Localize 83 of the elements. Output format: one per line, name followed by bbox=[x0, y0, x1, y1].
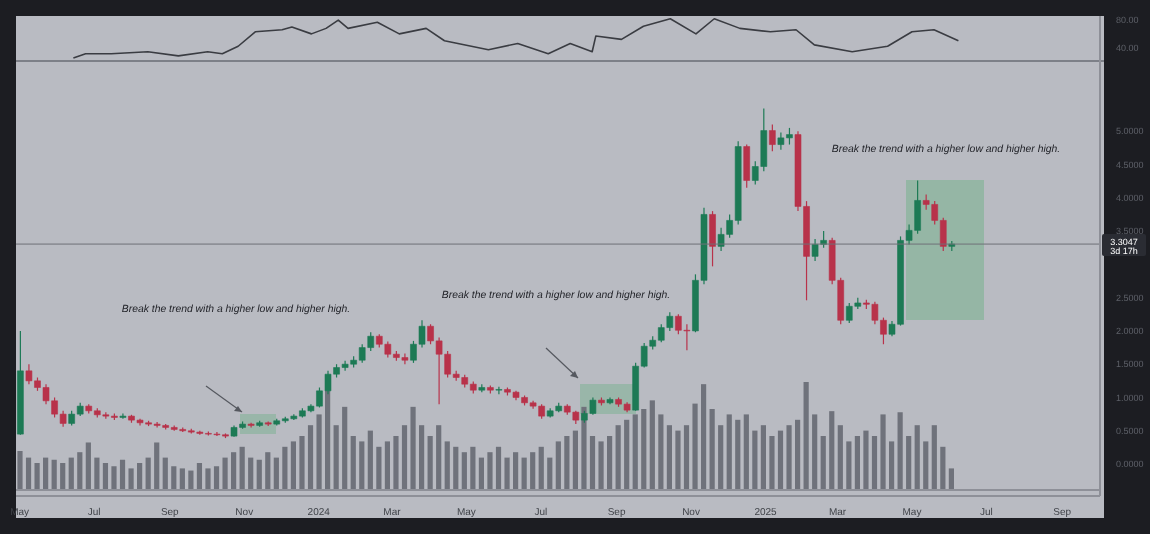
bar bbox=[598, 441, 604, 490]
bar bbox=[666, 425, 673, 490]
bar bbox=[128, 468, 134, 490]
bar bbox=[649, 400, 655, 490]
bar bbox=[760, 425, 767, 490]
bar bbox=[290, 441, 297, 490]
bar bbox=[17, 451, 23, 490]
bar bbox=[641, 409, 647, 490]
bar bbox=[803, 382, 809, 490]
bar bbox=[179, 468, 185, 490]
bar bbox=[675, 430, 681, 490]
bar bbox=[794, 419, 801, 490]
bar bbox=[777, 430, 784, 490]
bar bbox=[367, 430, 373, 490]
bar bbox=[213, 466, 220, 490]
candlestick bbox=[811, 238, 819, 262]
bar bbox=[239, 446, 245, 490]
bar bbox=[350, 436, 356, 490]
bar bbox=[478, 457, 485, 490]
bar bbox=[119, 459, 126, 490]
bar bbox=[897, 412, 903, 490]
bar bbox=[154, 442, 160, 490]
candlestick bbox=[709, 210, 716, 267]
bar bbox=[196, 463, 203, 490]
bar bbox=[786, 425, 792, 490]
bar bbox=[521, 457, 527, 490]
line-series bbox=[72, 17, 960, 59]
bar bbox=[410, 406, 416, 490]
bar bbox=[615, 425, 621, 490]
bar bbox=[25, 457, 32, 490]
bar bbox=[85, 442, 91, 490]
bar bbox=[436, 425, 442, 490]
bar bbox=[914, 425, 920, 490]
candlestick bbox=[25, 363, 33, 385]
bar bbox=[265, 452, 271, 490]
bar bbox=[863, 430, 869, 490]
bar bbox=[735, 419, 741, 490]
bar bbox=[162, 457, 168, 490]
bar bbox=[222, 457, 228, 490]
candlestick bbox=[401, 352, 409, 365]
bar bbox=[256, 459, 262, 490]
bar bbox=[171, 466, 177, 490]
bar bbox=[111, 466, 117, 490]
bar bbox=[342, 406, 348, 490]
candlestick bbox=[743, 143, 751, 189]
bar bbox=[880, 414, 886, 490]
bar bbox=[34, 463, 40, 490]
bar bbox=[384, 441, 391, 490]
candlestick bbox=[845, 302, 853, 324]
bar bbox=[624, 419, 630, 490]
bar bbox=[837, 425, 843, 490]
bar bbox=[700, 384, 707, 490]
bar bbox=[530, 452, 536, 490]
candlestick bbox=[341, 360, 349, 372]
candlestick bbox=[119, 412, 127, 420]
bar bbox=[60, 463, 66, 490]
bar bbox=[68, 457, 74, 490]
candlestick bbox=[495, 386, 503, 395]
bar bbox=[743, 414, 749, 490]
bar bbox=[632, 414, 638, 490]
bar bbox=[359, 441, 365, 490]
bar bbox=[564, 436, 570, 490]
bar bbox=[948, 468, 954, 490]
bar bbox=[461, 452, 467, 490]
bar bbox=[709, 409, 715, 490]
bar bbox=[453, 446, 459, 490]
candlestick bbox=[769, 123, 776, 152]
bar bbox=[931, 425, 937, 490]
bar bbox=[538, 446, 544, 490]
bar bbox=[470, 446, 476, 490]
candlestick bbox=[683, 323, 691, 351]
bar bbox=[487, 452, 493, 490]
bar bbox=[51, 459, 57, 490]
bar bbox=[205, 468, 211, 490]
candlestick bbox=[358, 343, 366, 364]
bar bbox=[102, 463, 109, 490]
bar bbox=[829, 411, 835, 490]
bar bbox=[726, 414, 732, 490]
bar bbox=[282, 446, 288, 490]
bar bbox=[444, 441, 450, 490]
bar bbox=[77, 452, 83, 490]
bar bbox=[495, 446, 502, 490]
bar bbox=[555, 441, 561, 490]
